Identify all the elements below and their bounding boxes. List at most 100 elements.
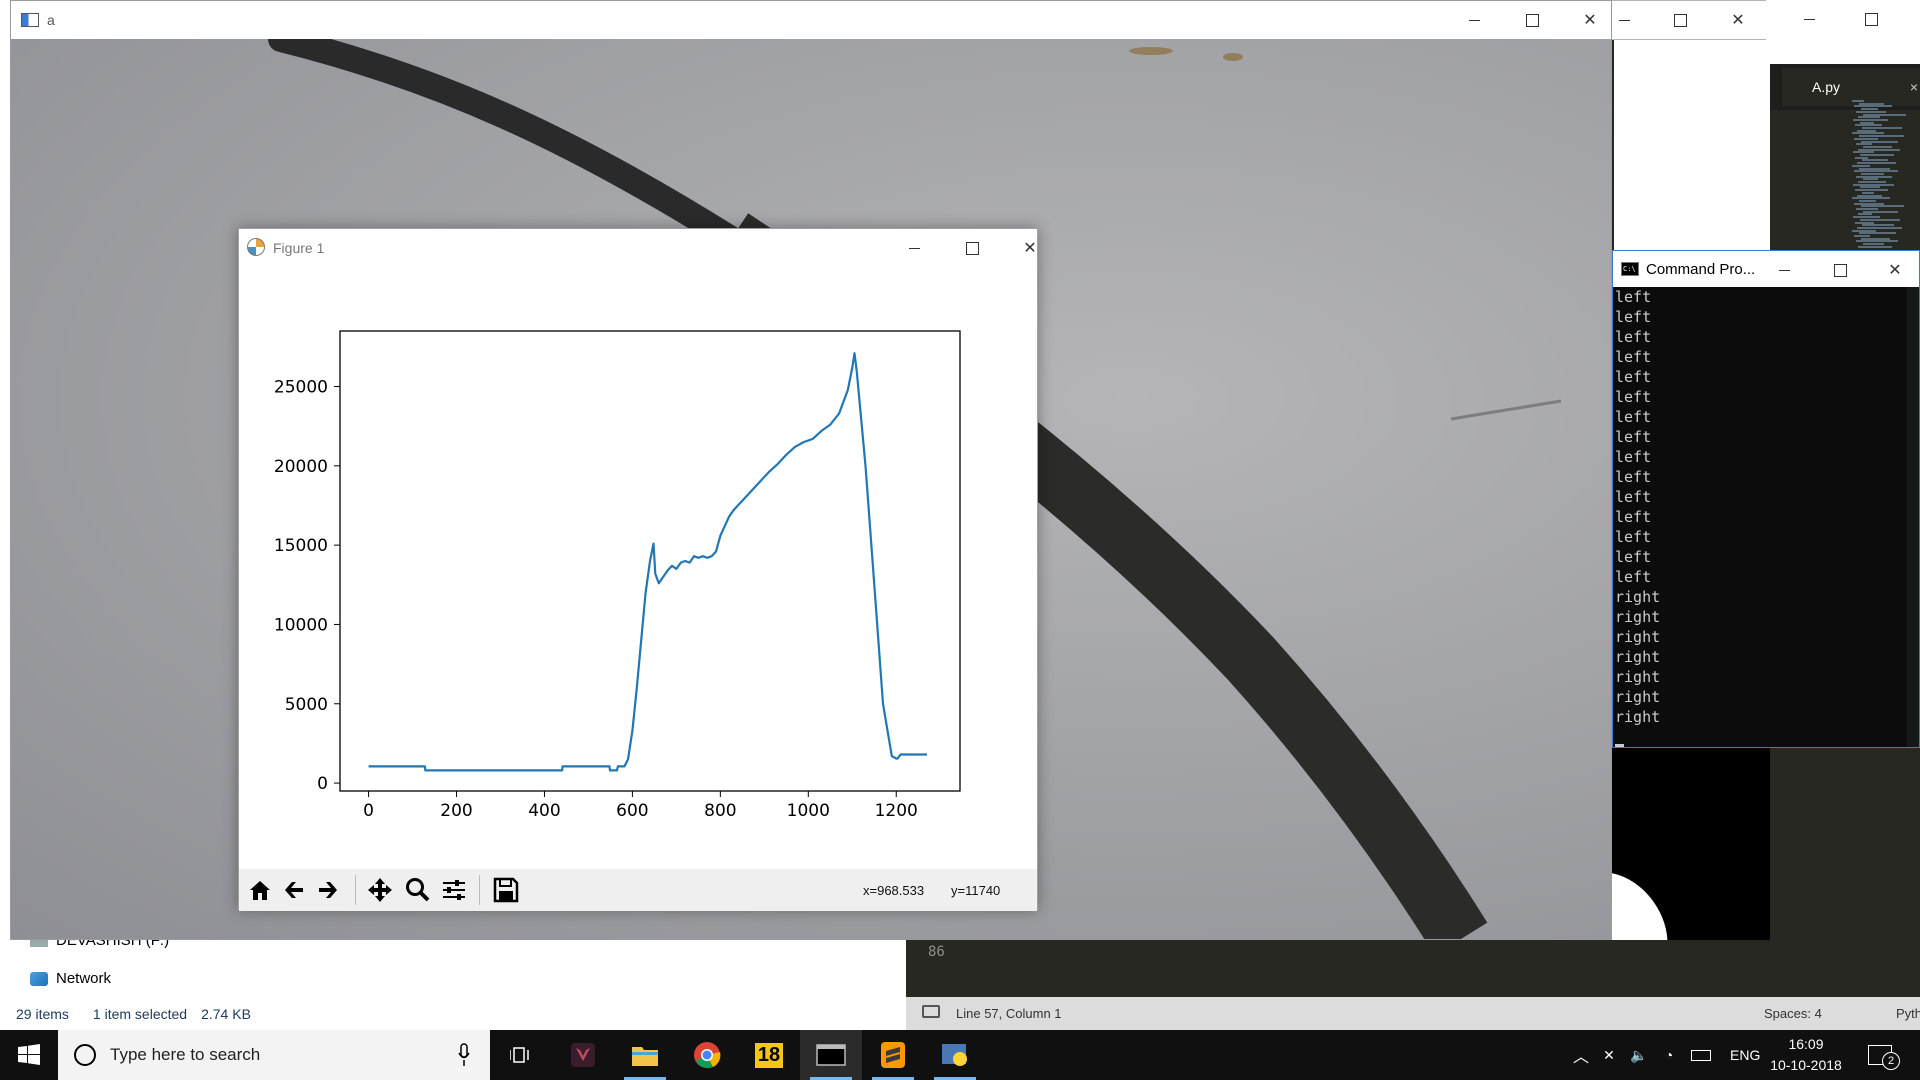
taskbar-app-file-explorer[interactable] [614,1030,676,1080]
action-center-button[interactable]: 2 [1868,1030,1910,1080]
taskbar-app-sublime[interactable] [862,1030,924,1080]
minimap-line [1855,189,1888,192]
x-tick-label: 1000 [787,801,830,821]
minimap-line [1863,210,1898,213]
language-indicator[interactable]: ENG [1730,1047,1761,1063]
panel-toggle-icon[interactable] [922,1005,940,1018]
cmd-output-line: right [1615,628,1661,646]
taskbar-app-predator[interactable] [552,1030,614,1080]
cursor-x-readout: x=968.533 [863,883,925,898]
syntax-setting[interactable]: Pyth [1896,1006,1920,1021]
task-view-button[interactable] [490,1030,552,1080]
minimap-line [1861,172,1884,175]
close-button[interactable]: ✕ [1731,12,1745,29]
minimap-line [1852,229,1876,232]
configure-subplots-button[interactable] [437,873,471,907]
minimap-line [1853,183,1894,186]
maximize-button[interactable] [949,229,995,267]
command-prompt-output[interactable]: left left left left left left left left left left… [1613,287,1911,747]
minimap-line [1859,232,1896,235]
taskbar-app-chrome[interactable] [676,1030,738,1080]
toolbar-separator [479,875,480,905]
close-icon[interactable]: × [1909,79,1918,95]
cmd-output-line: right [1615,608,1661,626]
minimize-button[interactable] [891,229,937,267]
minimap-line [1852,164,1870,167]
editor-tab-a-py[interactable]: A.py × [1782,68,1920,106]
cmd-output-line: left [1615,328,1652,346]
command-prompt-titlebar[interactable]: C:\ Command Pro... ✕ [1613,251,1919,287]
minimap-line [1861,205,1904,208]
mask-window [1612,748,1770,940]
minimap-line [1859,135,1904,138]
terminal-icon [816,1044,846,1066]
chevron-up-icon[interactable]: ︿ [1572,1049,1589,1066]
minimap-line [1856,240,1898,243]
arrow-left-icon [285,882,303,898]
home-button[interactable] [243,873,277,907]
indentation-setting[interactable]: Spaces: 4 [1764,1006,1822,1021]
clock-date: 10-10-2018 [1770,1057,1842,1073]
zoom-button[interactable] [401,873,435,907]
forward-button[interactable] [311,873,345,907]
cmd-output-line: right [1615,648,1661,666]
command-prompt-scrollbar[interactable] [1907,287,1919,747]
minimap-line [1863,243,1884,246]
sublime-text-icon [881,1042,905,1068]
minimap-line [1861,237,1890,240]
editor-minimap[interactable] [1852,100,1920,250]
close-button[interactable]: ✕ [1888,262,1902,279]
network-disconnected-icon[interactable]: ✕ [1603,1046,1615,1063]
notification-count: 2 [1882,1052,1900,1070]
save-button[interactable] [489,873,523,907]
y-tick-label: 25000 [274,378,328,398]
wifi-icon[interactable]: ◔ [1664,1047,1674,1063]
sliders-icon [443,880,465,900]
nav-item-network[interactable]: Network [30,970,111,987]
maximize-button[interactable] [1509,1,1555,39]
minimap-line [1858,213,1872,216]
editor-tab-label: A.py [1812,79,1841,95]
volume-icon[interactable]: 🔈 [1630,1046,1648,1063]
minimap-line [1855,124,1882,127]
taskbar: Type here to search 18 ︿ ✕ 🔈 ◔ ENG [0,1030,1920,1080]
cmd-output-line: left [1615,308,1652,326]
maximize-button[interactable] [1657,1,1703,39]
cmd-output-line: left [1615,388,1652,406]
back-button[interactable] [277,873,311,907]
minimize-button[interactable] [1761,251,1807,289]
minimap-line [1852,132,1884,135]
pan-button[interactable] [363,873,397,907]
taskbar-search-box[interactable]: Type here to search [58,1030,490,1080]
microphone-icon[interactable] [458,1043,470,1067]
status-item-count: 29 items [16,1006,69,1022]
start-button[interactable] [0,1030,58,1080]
minimize-button[interactable] [1601,1,1647,39]
figure-window-title: Figure 1 [273,240,325,256]
line-chart[interactable]: 0 200 400 600 800 1000 1200 0 5000 10000 15000 2000… [239,267,1037,869]
camera-window-titlebar[interactable]: a ✕ [11,1,1611,39]
editor-titlebar [1766,0,1920,64]
minimap-line [1855,221,1874,224]
minimap-line [1857,194,1882,197]
cmd-output-line: left [1615,468,1652,486]
cmd-output-line: left [1615,428,1652,446]
editor-status-bar: Line 57, Column 1 Spaces: 4 Pyth [906,997,1920,1030]
predator-icon [571,1043,595,1067]
x-tick-label: 200 [440,801,472,821]
minimize-button[interactable] [1451,1,1497,39]
close-button[interactable]: ✕ [1583,12,1597,29]
battery-icon[interactable] [1684,1049,1718,1061]
close-button[interactable]: ✕ [1023,240,1037,257]
minimap-line [1856,175,1892,178]
system-tray: ︿ ✕ 🔈 ◔ ENG [1568,1030,1760,1080]
maximize-button[interactable] [1817,251,1863,289]
taskbar-app-18[interactable]: 18 [738,1030,800,1080]
figure-window-titlebar[interactable]: Figure 1 ✕ [239,229,1037,267]
taskbar-clock[interactable]: 16:09 10-10-2018 [1768,1034,1844,1076]
minimize-button[interactable] [1786,0,1832,38]
taskbar-app-command-prompt[interactable] [800,1030,862,1080]
python-window-icon [942,1044,967,1066]
taskbar-app-python[interactable] [924,1030,986,1080]
maximize-button[interactable] [1848,0,1894,38]
